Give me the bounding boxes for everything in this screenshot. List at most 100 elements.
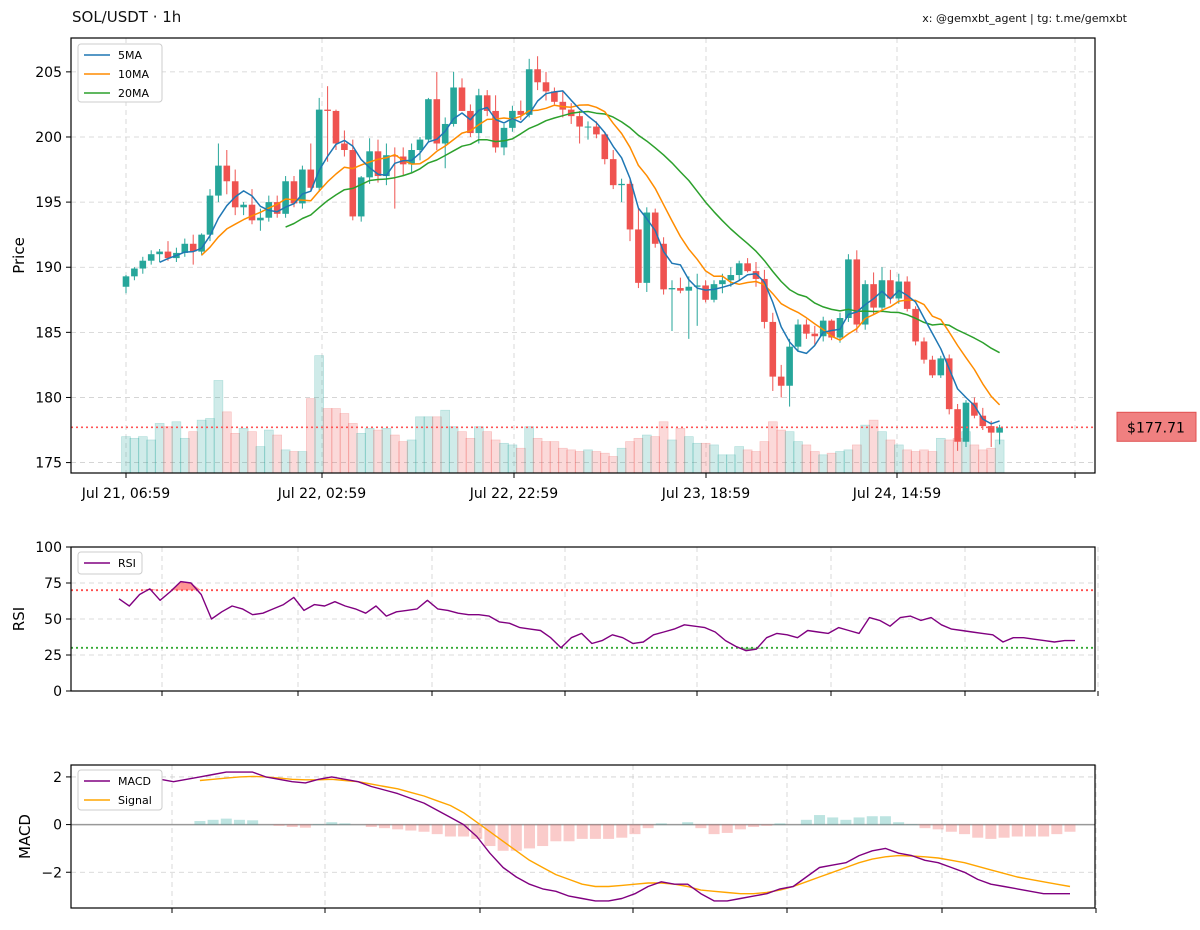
candle-body — [408, 150, 415, 164]
price_panel-ytick-label: 185 — [35, 325, 62, 341]
volume-bar — [474, 427, 483, 473]
candle-body — [618, 184, 625, 185]
macd-histogram-bar — [656, 823, 667, 824]
macd-ylabel: MACD — [16, 814, 34, 859]
volume-bar — [684, 437, 693, 473]
macd-histogram-bar — [603, 825, 614, 839]
candle-body — [728, 275, 735, 280]
volume-bar — [651, 437, 660, 473]
volume-bar — [978, 450, 987, 473]
volume-bar — [600, 453, 609, 473]
volume-bar — [508, 445, 517, 473]
candle-body — [719, 280, 726, 284]
candle-body — [299, 170, 306, 204]
volume-bar — [416, 417, 425, 473]
volume-bar — [844, 450, 853, 473]
volume-bar — [348, 423, 357, 473]
candle-body — [602, 134, 609, 159]
rsi_panel-ytick-label: 75 — [44, 576, 62, 592]
macd-histogram-bar — [300, 825, 311, 828]
macd-histogram-bar — [419, 825, 430, 832]
volume-bar — [575, 452, 584, 473]
macd-histogram-bar — [1051, 825, 1062, 835]
volume-bar — [449, 427, 458, 473]
rsi_panel-ytick-label: 0 — [53, 684, 62, 700]
candle-body — [702, 285, 709, 299]
macd-histogram-bar — [748, 825, 759, 827]
volume-bar — [701, 443, 710, 473]
candle-body — [417, 140, 424, 150]
volume-bar — [273, 435, 282, 473]
price-xtick-label: Jul 21, 06:59 — [81, 486, 170, 502]
volume-bar — [970, 445, 979, 473]
volume-bar — [315, 356, 324, 473]
rsi_panel-ytick-label: 25 — [44, 648, 62, 664]
volume-bar — [710, 445, 719, 473]
volume-bar — [130, 438, 139, 473]
macd-histogram-bar — [194, 821, 205, 825]
credit-text: x: @gemxbt_agent | tg: t.me/gemxbt — [922, 12, 1127, 25]
macd_panel-ytick-label: −2 — [41, 865, 62, 881]
volume-bar — [768, 422, 777, 473]
volume-bar — [323, 409, 332, 473]
volume-bar — [491, 440, 500, 473]
volume-bar — [382, 428, 391, 473]
macd-histogram-bar — [946, 825, 957, 832]
candle-body — [257, 218, 264, 221]
volume-bar — [516, 448, 525, 473]
candle-body — [770, 322, 777, 377]
volume-bar — [634, 438, 643, 473]
volume-bar — [995, 440, 1004, 473]
volume-bar — [693, 443, 702, 473]
price-ylabel: Price — [10, 237, 28, 274]
signal-line — [200, 776, 1070, 893]
volume-bar — [584, 450, 593, 473]
macd-histogram-bar — [761, 825, 772, 826]
candle-body — [207, 196, 214, 235]
macd-histogram-bar — [735, 825, 746, 830]
volume-bar — [827, 453, 836, 473]
volume-bar — [945, 440, 954, 473]
candle-body — [148, 254, 155, 261]
volume-bar — [735, 447, 744, 473]
volume-bar — [164, 427, 173, 473]
volume-bar — [617, 448, 626, 473]
candle-body — [610, 159, 617, 185]
volume-bar — [407, 440, 416, 473]
macd-histogram-bar — [1025, 825, 1036, 837]
candle-body — [921, 341, 928, 359]
macd-histogram-bar — [287, 825, 298, 827]
macd-histogram-bar — [405, 825, 416, 831]
volume-bar — [155, 423, 164, 473]
volume-bar — [987, 448, 996, 473]
rsi-ylabel: RSI — [10, 607, 28, 631]
candle-body — [543, 82, 550, 91]
candle-body — [593, 127, 600, 135]
macd-histogram-bar — [247, 820, 258, 824]
volume-bar — [836, 452, 845, 473]
candle-body — [131, 269, 138, 277]
volume-bar — [659, 422, 668, 473]
macd-histogram-bar — [511, 825, 522, 851]
candle-body — [249, 205, 256, 221]
candle-body — [350, 150, 357, 216]
price-xtick-label: Jul 24, 14:59 — [852, 486, 941, 502]
macd-histogram-bar — [722, 825, 733, 833]
volume-bar — [500, 443, 509, 473]
volume-bar — [458, 432, 467, 473]
volume-bar — [886, 440, 895, 473]
candle-body — [938, 358, 945, 375]
candle-body — [996, 427, 1003, 432]
price-panel-frame — [71, 38, 1095, 473]
volume-bar — [374, 430, 383, 473]
candle-body — [954, 409, 961, 442]
volume-bar — [878, 432, 887, 473]
candle-body — [366, 151, 373, 177]
macd-histogram-bar — [774, 823, 785, 824]
candle-body — [812, 334, 819, 337]
volume-bar — [466, 438, 475, 473]
rsi_panel-ytick-label: 100 — [35, 540, 62, 556]
